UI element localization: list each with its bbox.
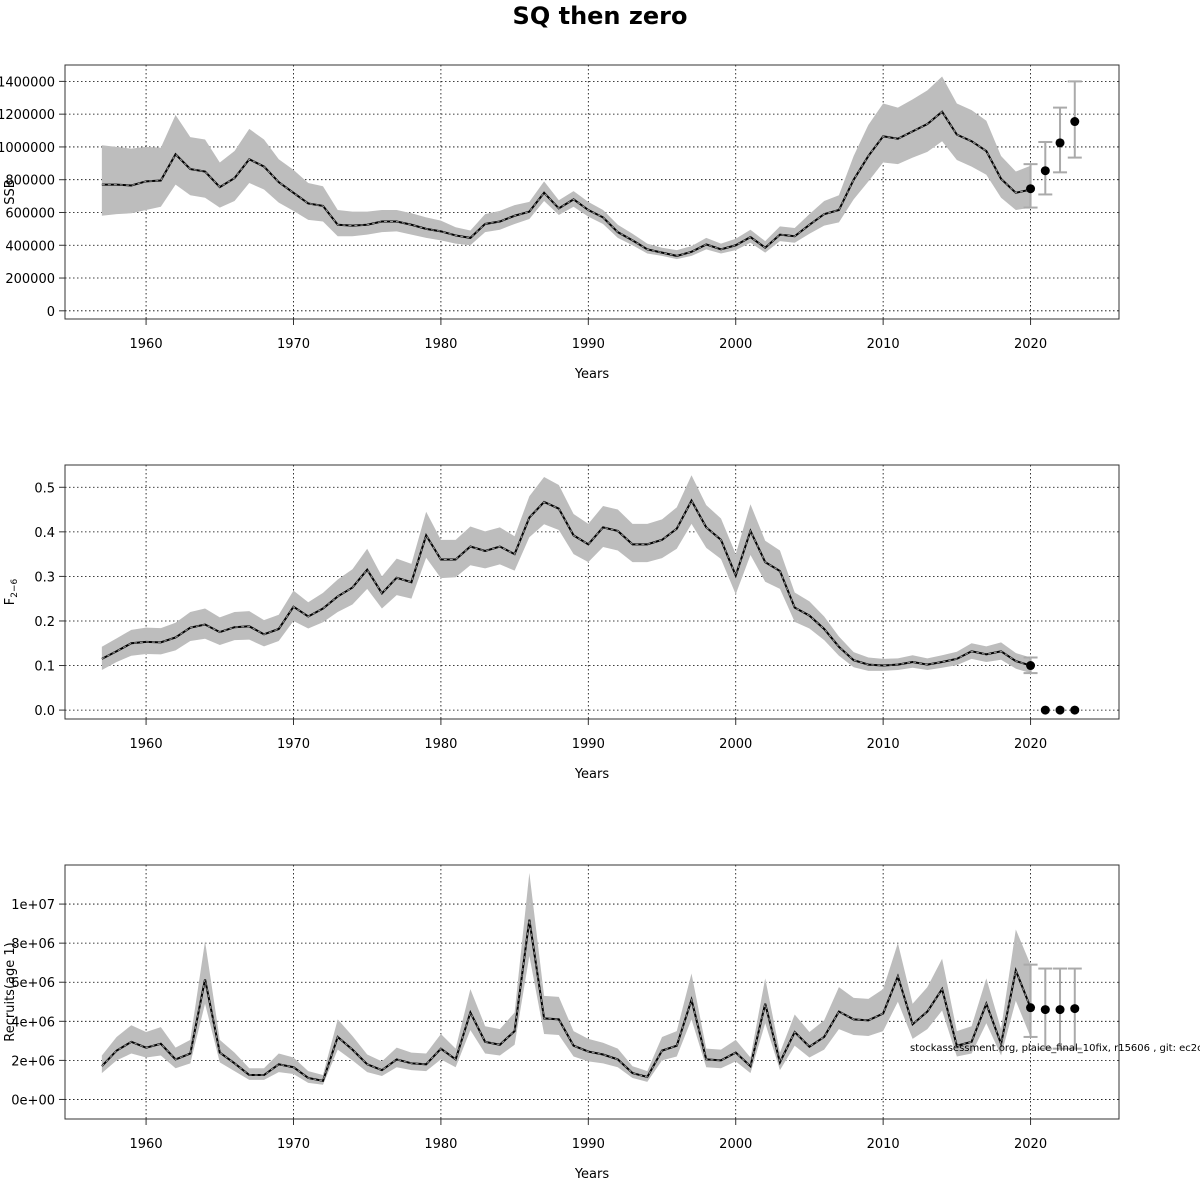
figure-title: SQ then zero xyxy=(513,2,688,30)
ssb-ytick-label-6: 1200000 xyxy=(0,108,55,123)
fbar-xtick-label-1980: 1980 xyxy=(424,737,457,752)
recruits-panel: 1960 1970 1980 1990 2000 2010 2020 0e+00 2e+06 4e… xyxy=(3,864,1120,1182)
recruits-ytick-label-5: 1e+07 xyxy=(11,898,55,913)
recruits-projection-point-2023 xyxy=(1070,1004,1080,1014)
recruits-ylabel: Recruits(age 1) xyxy=(3,942,18,1041)
fbar-xtick-label-2010: 2010 xyxy=(867,737,900,752)
ssb-ytick-label-5: 1000000 xyxy=(0,141,55,156)
fbar-xtick-label-1990: 1990 xyxy=(572,737,605,752)
fbar-ytick-label-4: 0.4 xyxy=(34,526,55,541)
ssb-xlabel: Years xyxy=(574,367,610,382)
ssb-confidence-band xyxy=(101,76,1031,260)
recruits-ytick-label-2: 4e+06 xyxy=(11,1015,55,1030)
ssb-xtick-label-1980: 1980 xyxy=(424,337,457,352)
ssb-ytick-label-7: 1400000 xyxy=(0,75,55,90)
ssb-ylabel: SSB xyxy=(3,179,18,204)
ssb-xtick-label-2010: 2010 xyxy=(867,337,900,352)
recruits-xtick-label-1990: 1990 xyxy=(572,1137,605,1152)
fbar-ytick-label-3: 0.3 xyxy=(34,570,55,585)
fbar-projection-point-2023 xyxy=(1070,705,1080,715)
recruits-xtick-label-2020: 2020 xyxy=(1014,1137,1047,1152)
recruits-projection-point-2020 xyxy=(1026,1003,1036,1013)
ssb-panel: 1960 1970 1980 1990 2000 2010 2020 0 200000 40000… xyxy=(0,64,1120,382)
fbar-projection-point-2020 xyxy=(1026,661,1036,671)
recruits-xtick-label-2000: 2000 xyxy=(719,1137,752,1152)
fbar-ytick-label-0: 0.0 xyxy=(34,704,55,719)
ssb-xtick-label-1960: 1960 xyxy=(130,337,163,352)
ssb-xtick-label-2000: 2000 xyxy=(719,337,752,352)
recruits-ytick-label-1: 2e+06 xyxy=(11,1054,55,1069)
recruits-projection-point-2022 xyxy=(1055,1005,1065,1015)
recruits-xtick-label-1960: 1960 xyxy=(130,1137,163,1152)
fbar-xtick-label-1970: 1970 xyxy=(277,737,310,752)
recruits-confidence-band xyxy=(101,872,1031,1085)
recruits-xtick-label-1980: 1980 xyxy=(424,1137,457,1152)
ssb-ytick-label-1: 200000 xyxy=(5,272,55,287)
ssb-projection-point-2022 xyxy=(1055,138,1065,148)
fbar-confidence-band xyxy=(101,475,1031,674)
fbar-ylabel: F2−6 xyxy=(3,578,20,605)
recruits-projection-point-2021 xyxy=(1040,1005,1050,1015)
fbar-projection-point-2021 xyxy=(1040,705,1050,715)
ssb-projection-point-2023 xyxy=(1070,117,1080,127)
recruits-ytick-label-3: 6e+06 xyxy=(11,976,55,991)
recruits-xtick-label-1970: 1970 xyxy=(277,1137,310,1152)
recruits-estimate-line-dashed xyxy=(101,919,1032,1082)
ssb-ytick-label-4: 800000 xyxy=(5,174,55,189)
ssb-xtick-label-1970: 1970 xyxy=(277,337,310,352)
recruits-xlabel: Years xyxy=(574,1167,610,1182)
recruits-ytick-label-4: 8e+06 xyxy=(11,937,55,952)
fbar-xtick-label-2020: 2020 xyxy=(1014,737,1047,752)
ssb-ytick-label-0: 0 xyxy=(47,305,55,320)
fbar-ytick-label-1: 0.1 xyxy=(34,660,55,675)
fbar-ytick-label-2: 0.2 xyxy=(34,615,55,630)
footnote: stockassessment.org, plaice_final_10fix,… xyxy=(910,1043,1200,1054)
fbar-ytick-label-5: 0.5 xyxy=(34,481,55,496)
recruits-ytick-label-0: 0e+00 xyxy=(11,1093,55,1108)
ssb-xtick-label-2020: 2020 xyxy=(1014,337,1047,352)
fbar-plot-frame xyxy=(64,464,1120,720)
fbar-panel: 1960 1970 1980 1990 2000 2010 2020 0.0 0.1 0.2 0.3… xyxy=(3,464,1120,782)
ssb-estimate-line-dashed xyxy=(101,110,1031,257)
ssb-projection-point-2021 xyxy=(1040,166,1050,176)
fbar-ylabel-subscript: 2−6 xyxy=(10,578,20,597)
recruits-plot-frame xyxy=(64,864,1120,1120)
fbar-projection-point-2022 xyxy=(1055,705,1065,715)
fbar-xlabel: Years xyxy=(574,767,610,782)
ssb-plot-frame xyxy=(64,64,1120,320)
ssb-xtick-label-1990: 1990 xyxy=(572,337,605,352)
ssb-ytick-label-2: 400000 xyxy=(5,239,55,254)
recruits-xtick-label-2010: 2010 xyxy=(867,1137,900,1152)
ssb-projection-point-2020 xyxy=(1026,184,1036,194)
fbar-xtick-label-1960: 1960 xyxy=(130,737,163,752)
fbar-xtick-label-2000: 2000 xyxy=(719,737,752,752)
fbar-estimate-line xyxy=(101,498,1031,667)
ssb-ytick-label-3: 600000 xyxy=(5,206,55,221)
